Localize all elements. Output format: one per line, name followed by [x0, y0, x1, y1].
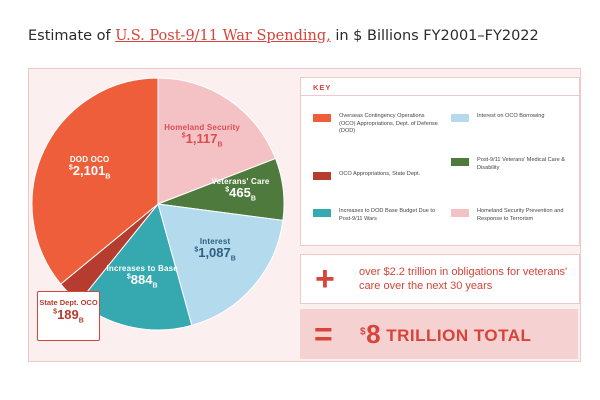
- total-text: $8 TRILLION TOTAL: [360, 319, 531, 350]
- slice-name: Interest: [199, 236, 231, 246]
- slice-label-veterans-care: Veterans' Care $465B: [203, 177, 279, 204]
- legend-key: KEY Overseas Contingency Operations (OCO…: [300, 77, 580, 246]
- title-suffix: in $ Billions FY2001–FY2022: [330, 28, 539, 44]
- title-highlight: U.S. Post-9/11 War Spending,: [115, 28, 331, 44]
- slice-label-increases-to-base: Increases to Base $884B: [104, 264, 180, 291]
- slice-value: $465B: [225, 185, 256, 203]
- total-number: 8: [366, 319, 382, 349]
- key-swatch: [313, 114, 331, 122]
- total-label: TRILLION TOTAL: [381, 326, 532, 345]
- state-dept-callout: State Dept. OCO $189B: [37, 291, 100, 341]
- equals-sign: =: [314, 316, 333, 352]
- pie-slice-dod-oco: [31, 77, 159, 285]
- total-currency: $: [360, 326, 367, 338]
- slice-name: DOD OCO: [69, 154, 110, 164]
- slice-value: $884B: [126, 271, 158, 290]
- pie-slice-interest: [157, 203, 284, 327]
- plus-sign: +: [315, 260, 335, 298]
- key-title: KEY: [313, 83, 332, 92]
- key-label: Increases to DOD Base Budget Due to Post…: [339, 208, 436, 222]
- slice-value: $1,117B: [181, 130, 223, 149]
- key-label: Homeland Security Prevention and Respons…: [477, 208, 564, 222]
- key-label: Post-9/11 Veterans' Medical Care & Disab…: [477, 157, 566, 171]
- key-swatch: [451, 114, 469, 122]
- pie-chart: [31, 77, 285, 331]
- slice-value: $2,101B: [68, 162, 111, 181]
- key-label: Interest on OCO Borrowing: [477, 113, 545, 119]
- slice-label-homeland-security: Homeland Security $1,117B: [164, 123, 240, 150]
- key-swatch: [313, 209, 331, 217]
- total-box: = $8 TRILLION TOTAL: [300, 309, 578, 359]
- title-prefix: Estimate of: [28, 28, 116, 44]
- chart-title: Estimate of U.S. Post-9/11 War Spending,…: [28, 28, 588, 44]
- callout-value: $189B: [53, 307, 84, 325]
- callout-label: State Dept. OCO: [39, 298, 98, 307]
- key-divider: [301, 95, 579, 96]
- key-swatch: [451, 158, 469, 166]
- key-swatch: [313, 172, 331, 180]
- slice-label-interest: Interest $1,087B: [177, 237, 253, 264]
- key-swatch: [451, 209, 469, 217]
- pie-slice-homeland-security: [157, 77, 277, 205]
- slice-value: $1,087B: [194, 244, 236, 263]
- slice-label-dod-oco: DOD OCO $2,101B: [52, 155, 128, 182]
- obligations-box: + over $2.2 trillion in obligations for …: [300, 254, 580, 304]
- slice-name: Homeland Security: [164, 122, 241, 132]
- key-label: Overseas Contingency Operations (OCO) Ap…: [339, 113, 438, 135]
- slice-name: Veterans' Care: [211, 177, 270, 187]
- slice-name: Increases to Base: [106, 263, 178, 273]
- obligations-text: over $2.2 trillion in obligations for ve…: [359, 266, 568, 293]
- key-label: OCO Appropriations, State Dept.: [339, 171, 421, 177]
